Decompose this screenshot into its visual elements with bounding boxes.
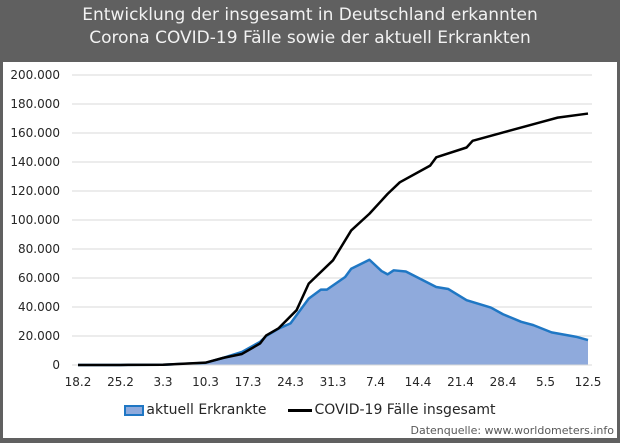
x-tick-label: 3.3 <box>153 375 172 389</box>
legend-label-active: aktuell Erkrankte <box>146 402 267 418</box>
legend-item-total: COVID-19 Fälle insgesamt <box>288 402 496 418</box>
source-note: Datenquelle: www.worldometers.info <box>410 424 614 437</box>
x-tick-label: 14.4 <box>405 375 432 389</box>
y-tick-label: 120.000 <box>10 184 60 198</box>
series-line-total <box>78 112 589 367</box>
legend: aktuell Erkrankte COVID-19 Fälle insgesa… <box>0 402 620 418</box>
x-tick-label: 25.2 <box>107 375 134 389</box>
y-tick-label: 80.000 <box>18 242 60 256</box>
y-tick-label: 100.000 <box>10 213 60 227</box>
x-tick-label: 10.3 <box>192 375 219 389</box>
x-tick-label: 24.3 <box>277 375 304 389</box>
chart-title: Entwicklung der insgesamt in Deutschland… <box>0 4 620 50</box>
y-tick-label: 140.000 <box>10 155 60 169</box>
x-tick-label: 17.3 <box>235 375 262 389</box>
x-tick-label: 21.4 <box>447 375 474 389</box>
legend-swatch-area <box>124 404 145 416</box>
legend-swatch-line <box>288 408 313 412</box>
x-tick-label: 5.5 <box>536 375 555 389</box>
x-tick-label: 18.2 <box>65 375 92 389</box>
x-tick-label: 7.4 <box>366 375 385 389</box>
x-tick-label: 12.5 <box>575 375 602 389</box>
y-tick-label: 40.000 <box>18 300 60 314</box>
y-tick-label: 180.000 <box>10 97 60 111</box>
y-tick-label: 200.000 <box>10 68 60 82</box>
legend-item-active: aktuell Erkrankte <box>124 402 266 418</box>
x-tick-label: 28.4 <box>490 375 517 389</box>
area-active-fill <box>78 259 588 365</box>
chart-title-line1: Entwicklung der insgesamt in Deutschland… <box>82 5 538 25</box>
y-tick-label: 20.000 <box>18 329 60 343</box>
y-tick-label: 160.000 <box>10 126 60 140</box>
chart-title-line2: Corona COVID-19 Fälle sowie der aktuell … <box>89 28 531 48</box>
series-line-active <box>78 258 589 367</box>
chart-panel <box>3 62 617 438</box>
y-tick-label: 0 <box>52 358 60 372</box>
legend-label-total: COVID-19 Fälle insgesamt <box>314 402 496 418</box>
x-tick-label: 31.3 <box>320 375 347 389</box>
y-tick-label: 60.000 <box>18 271 60 285</box>
